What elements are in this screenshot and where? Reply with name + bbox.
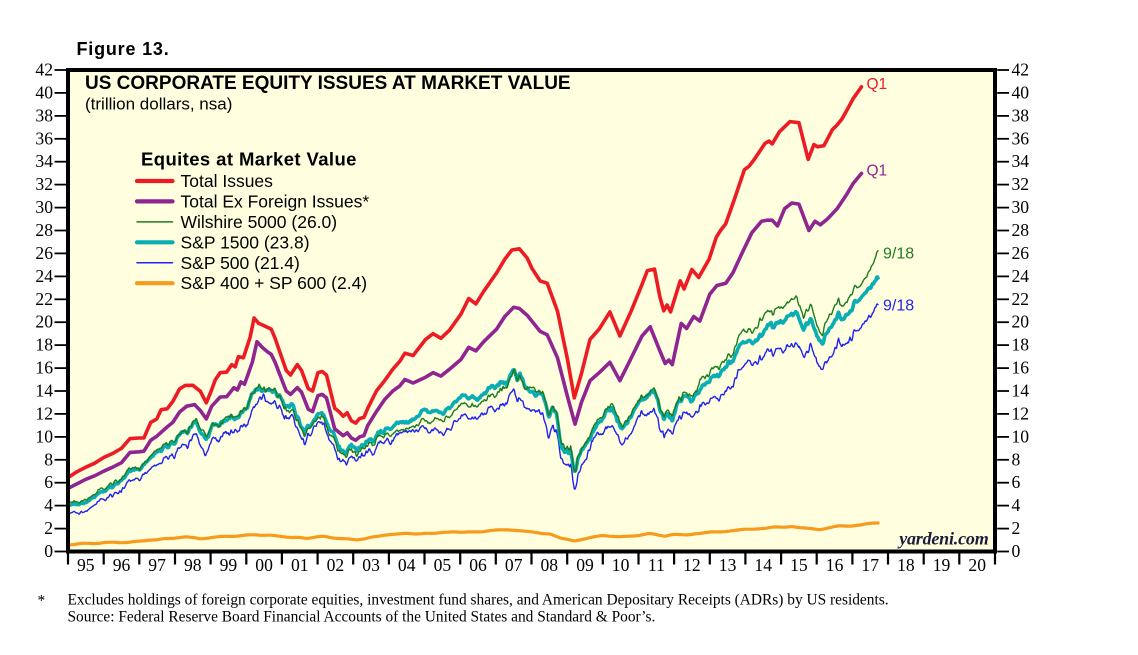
svg-text:24: 24 [35, 266, 53, 286]
svg-text:28: 28 [35, 220, 53, 240]
svg-text:13: 13 [719, 555, 737, 575]
svg-text:03: 03 [362, 555, 380, 575]
svg-text:28: 28 [1012, 220, 1030, 240]
svg-text:42: 42 [35, 60, 53, 80]
svg-text:38: 38 [1012, 105, 1030, 125]
svg-text:42: 42 [1012, 60, 1030, 80]
svg-text:16: 16 [1012, 358, 1030, 378]
svg-text:10: 10 [612, 555, 630, 575]
svg-text:02: 02 [327, 555, 345, 575]
svg-text:8: 8 [44, 449, 53, 469]
svg-text:30: 30 [1012, 197, 1030, 217]
svg-text:2: 2 [1012, 518, 1021, 538]
svg-text:40: 40 [35, 82, 53, 102]
svg-text:6: 6 [44, 472, 53, 492]
svg-text:32: 32 [1012, 174, 1030, 194]
svg-text:20: 20 [35, 312, 53, 332]
svg-text:Equites at Market Value: Equites at Market Value [141, 149, 357, 170]
svg-text:14: 14 [1012, 381, 1030, 401]
svg-text:95: 95 [77, 555, 95, 575]
svg-text:40: 40 [1012, 82, 1030, 102]
svg-text:9/18: 9/18 [883, 246, 914, 263]
svg-text:38: 38 [35, 105, 53, 125]
svg-text:18: 18 [897, 555, 915, 575]
svg-text:24: 24 [1012, 266, 1030, 286]
svg-text:14: 14 [754, 555, 772, 575]
svg-text:16: 16 [35, 358, 53, 378]
svg-text:15: 15 [790, 555, 808, 575]
svg-text:01: 01 [291, 555, 309, 575]
svg-text:36: 36 [1012, 128, 1030, 148]
svg-text:9/18: 9/18 [883, 298, 914, 315]
svg-text:05: 05 [434, 555, 452, 575]
svg-text:4: 4 [44, 495, 53, 515]
svg-text:yardeni.com: yardeni.com [897, 529, 988, 549]
svg-text:12: 12 [35, 403, 53, 423]
svg-text:30: 30 [35, 197, 53, 217]
svg-text:22: 22 [1012, 289, 1030, 309]
svg-text:6: 6 [1012, 472, 1021, 492]
svg-text:Q1: Q1 [867, 163, 888, 180]
svg-text:98: 98 [184, 555, 202, 575]
svg-text:26: 26 [35, 243, 53, 263]
svg-text:S&P 400 + SP 600 (2.4): S&P 400 + SP 600 (2.4) [181, 273, 368, 293]
svg-text:34: 34 [1012, 151, 1030, 171]
svg-text:09: 09 [576, 555, 594, 575]
svg-text:Wilshire 5000 (26.0): Wilshire 5000 (26.0) [181, 212, 338, 232]
svg-text:17: 17 [861, 555, 879, 575]
svg-text:96: 96 [113, 555, 131, 575]
svg-text:Total Issues: Total Issues [181, 171, 274, 191]
svg-text:0: 0 [1012, 541, 1021, 561]
svg-text:16: 16 [826, 555, 844, 575]
svg-text:10: 10 [35, 426, 53, 446]
svg-text:8: 8 [1012, 449, 1021, 469]
svg-text:(trillion dollars, nsa): (trillion dollars, nsa) [85, 95, 232, 114]
svg-text:*: * [38, 593, 46, 610]
svg-text:Excludes holdings of foreign c: Excludes holdings of foreign corporate e… [68, 592, 889, 609]
svg-text:99: 99 [220, 555, 238, 575]
svg-text:4: 4 [1012, 495, 1021, 515]
svg-text:11: 11 [648, 555, 665, 575]
svg-text:07: 07 [505, 555, 523, 575]
svg-text:2: 2 [44, 518, 53, 538]
svg-text:10: 10 [1012, 426, 1030, 446]
svg-text:20: 20 [1012, 312, 1030, 332]
svg-text:18: 18 [35, 335, 53, 355]
svg-text:US CORPORATE EQUITY ISSUES AT: US CORPORATE EQUITY ISSUES AT MARKET VAL… [85, 73, 571, 94]
svg-text:34: 34 [35, 151, 53, 171]
svg-text:12: 12 [683, 555, 701, 575]
svg-text:12: 12 [1012, 403, 1030, 423]
svg-text:04: 04 [398, 555, 416, 575]
svg-text:06: 06 [469, 555, 487, 575]
svg-text:18: 18 [1012, 335, 1030, 355]
svg-text:Q1: Q1 [867, 76, 888, 93]
svg-text:Figure 13.: Figure 13. [77, 39, 170, 59]
svg-text:S&P 1500 (23.8): S&P 1500 (23.8) [181, 232, 310, 252]
svg-text:S&P 500 (21.4): S&P 500 (21.4) [181, 253, 300, 273]
svg-text:26: 26 [1012, 243, 1030, 263]
svg-text:22: 22 [35, 289, 53, 309]
svg-text:14: 14 [35, 381, 53, 401]
svg-text:Total Ex Foreign Issues*: Total Ex Foreign Issues* [181, 191, 370, 211]
svg-text:00: 00 [255, 555, 273, 575]
svg-text:08: 08 [541, 555, 559, 575]
svg-text:20: 20 [968, 555, 986, 575]
svg-text:0: 0 [44, 541, 53, 561]
svg-text:19: 19 [933, 555, 951, 575]
svg-text:36: 36 [35, 128, 53, 148]
svg-text:97: 97 [148, 555, 166, 575]
svg-text:32: 32 [35, 174, 53, 194]
svg-text:Source: Federal Reserve Board: Source: Federal Reserve Board Financial … [68, 609, 656, 626]
